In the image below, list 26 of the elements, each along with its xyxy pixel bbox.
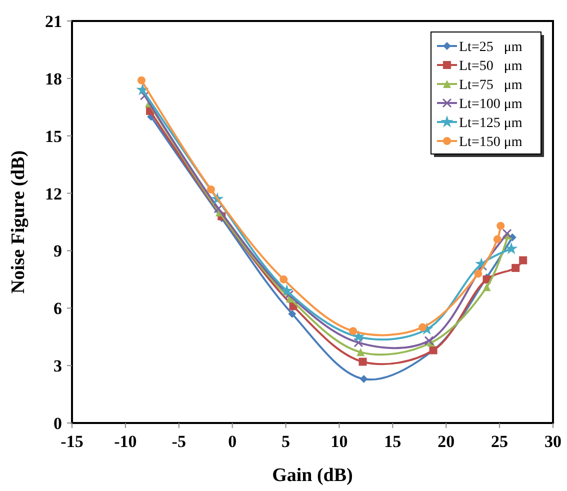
x-tick-label: 20: [438, 432, 455, 451]
x-tick-label: 25: [491, 432, 508, 451]
y-tick-label: 15: [45, 126, 62, 146]
y-tick-label: 12: [45, 184, 62, 204]
legend-label: Lt=125 μm: [459, 116, 522, 131]
y-tick-label: 18: [45, 69, 62, 88]
y-tick-label: 6: [54, 299, 62, 318]
x-tick-label: -15: [60, 432, 84, 451]
x-axis-title: Gain (dB): [272, 465, 353, 486]
legend-label: Lt=100 μm: [459, 97, 522, 112]
x-tick-label: 30: [544, 432, 562, 451]
x-tick-label: 10: [330, 432, 348, 451]
legend-label: Lt=75 μm: [459, 78, 522, 93]
y-tick-label: 0: [54, 414, 62, 433]
y-axis-title: Noise Figure (dB): [8, 150, 29, 294]
x-tick-label: -5: [172, 432, 186, 451]
y-tick-label: 21: [45, 12, 62, 31]
y-tick-label: 3: [54, 356, 62, 376]
legend-label: Lt=50 μm: [459, 59, 522, 74]
legend-label: Lt=150 μm: [459, 135, 522, 150]
legend-label: Lt=25 μm: [459, 40, 522, 55]
x-tick-label: -10: [114, 432, 137, 451]
x-tick-label: 15: [384, 432, 402, 451]
x-tick-label: 5: [282, 432, 290, 451]
x-tick-label: 0: [228, 432, 237, 451]
y-tick-label: 9: [54, 242, 62, 261]
